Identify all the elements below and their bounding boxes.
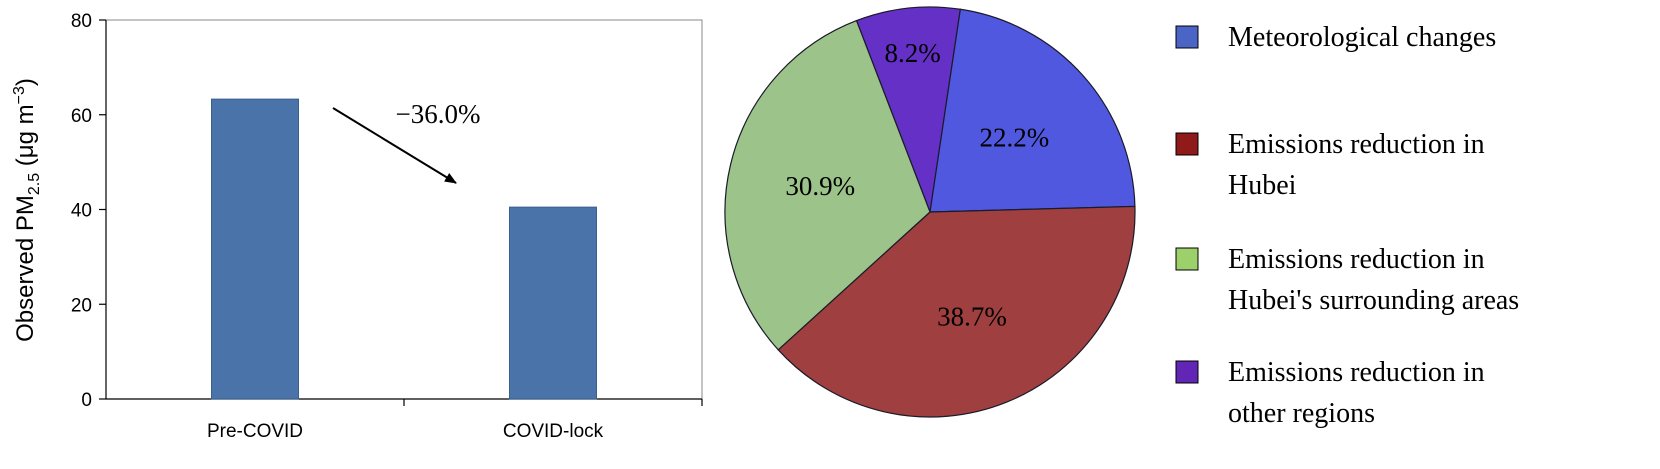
legend-label: other regions (1228, 398, 1375, 429)
bar-pre-covid (211, 98, 299, 400)
y-tick-label: 40 (71, 201, 92, 222)
change-annotation: −36.0% (396, 99, 481, 129)
y-axis-label-main: Observed PM (12, 195, 39, 342)
plot-area-frame (105, 19, 703, 400)
legend-swatch (1175, 25, 1199, 49)
legend-item: Emissions reduction in other regions (1175, 357, 1485, 429)
pie-label-emissions-reduction-in-other-regions: 8.2% (884, 38, 940, 68)
x-tick-label: Pre-COVID (207, 421, 303, 442)
bar-covid-lock (509, 206, 597, 400)
pie-slice-meteorological-changes (929, 8, 1136, 213)
x-tick-marks (403, 399, 703, 406)
y-tick-label: 20 (71, 295, 92, 316)
pie-label-emissions-reduction-in-hubei: 38.7% (937, 302, 1007, 332)
legend-label: Emissions reduction in (1228, 129, 1485, 160)
legend-label: Hubei (1228, 170, 1297, 201)
pie-labels: 8.2% 22.2% 38.7% 30.9% (785, 38, 1049, 332)
bar-chart: 0 20 40 60 80 Pre-COVID COVID-lock Observed P… (11, 11, 703, 442)
y-tick-label: 80 (71, 11, 92, 32)
y-axis-label-unit-close: ) (12, 78, 39, 86)
legend: Meteorological changes Emissions reductio… (1175, 22, 1519, 429)
legend-item: Emissions reduction in Hubei (1175, 129, 1485, 201)
y-tick-label: 60 (71, 106, 92, 127)
y-axis-label-subscript: 2.5 (26, 173, 43, 195)
pie-slice-emissions-reduction-in-hubei (777, 205, 1136, 418)
pie-label-emissions-reduction-in-hubei-s-surrounding-areas: 30.9% (785, 171, 855, 201)
legend-item: Meteorological changes (1175, 22, 1496, 53)
pie-slice-emissions-reduction-in-hubei-s-surrounding-areas (724, 19, 931, 351)
legend-swatch (1175, 132, 1199, 156)
pie-slice-emissions-reduction-in-other-regions (855, 6, 962, 215)
y-tick-label: 0 (81, 390, 92, 411)
legend-label: Meteorological changes (1228, 22, 1496, 53)
pie-chart: 8.2% 22.2% 38.7% 30.9% (724, 6, 1136, 418)
bars (211, 98, 597, 400)
legend-label: Emissions reduction in (1228, 244, 1485, 275)
pie-slices (724, 6, 1136, 418)
y-axis-label-superscript: −3 (11, 86, 28, 104)
x-tick-labels: Pre-COVID COVID-lock (207, 421, 604, 442)
legend-swatch (1175, 360, 1199, 384)
y-tick-labels: 0 20 40 60 80 (71, 11, 92, 411)
y-axis-label: Observed PM2.5 (μg m−3) (11, 78, 43, 342)
pie-label-meteorological-changes: 22.2% (980, 122, 1050, 152)
legend-label: Emissions reduction in (1228, 357, 1485, 388)
y-axis-label-unit-open: (μg m (12, 104, 39, 173)
y-tick-marks (99, 19, 106, 400)
legend-swatch (1175, 247, 1199, 271)
x-tick-label: COVID-lock (503, 421, 604, 442)
legend-label: Hubei's surrounding areas (1228, 285, 1519, 316)
change-arrow (332, 107, 457, 184)
legend-item: Emissions reduction in Hubei's surroundin… (1175, 244, 1519, 316)
